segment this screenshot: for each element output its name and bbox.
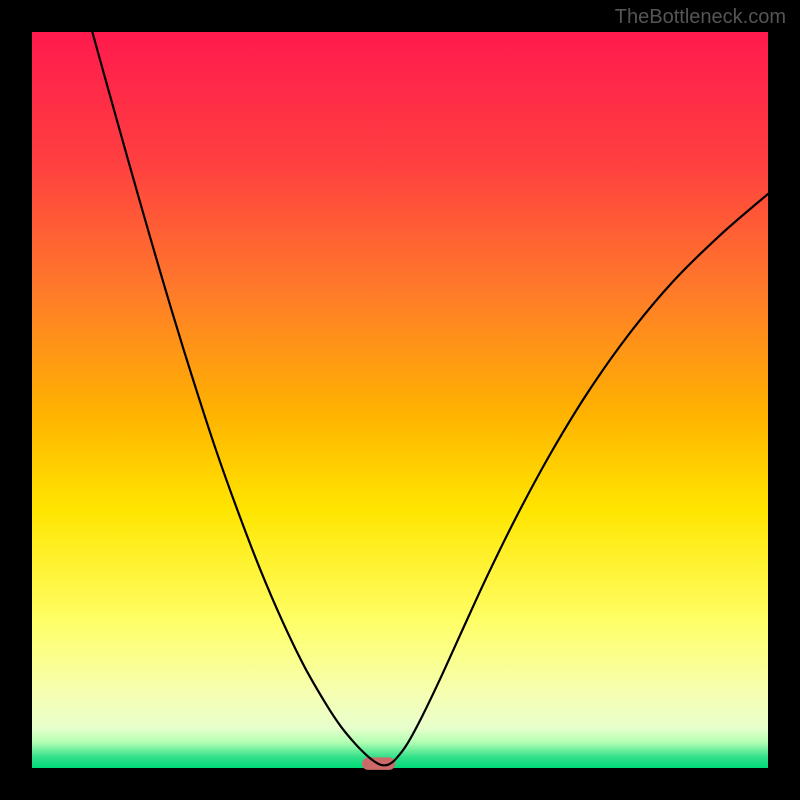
chart-svg: [0, 0, 800, 800]
watermark-text: TheBottleneck.com: [615, 6, 786, 29]
bottleneck-chart: TheBottleneck.com: [0, 0, 800, 800]
chart-gradient-bg: [32, 32, 768, 768]
